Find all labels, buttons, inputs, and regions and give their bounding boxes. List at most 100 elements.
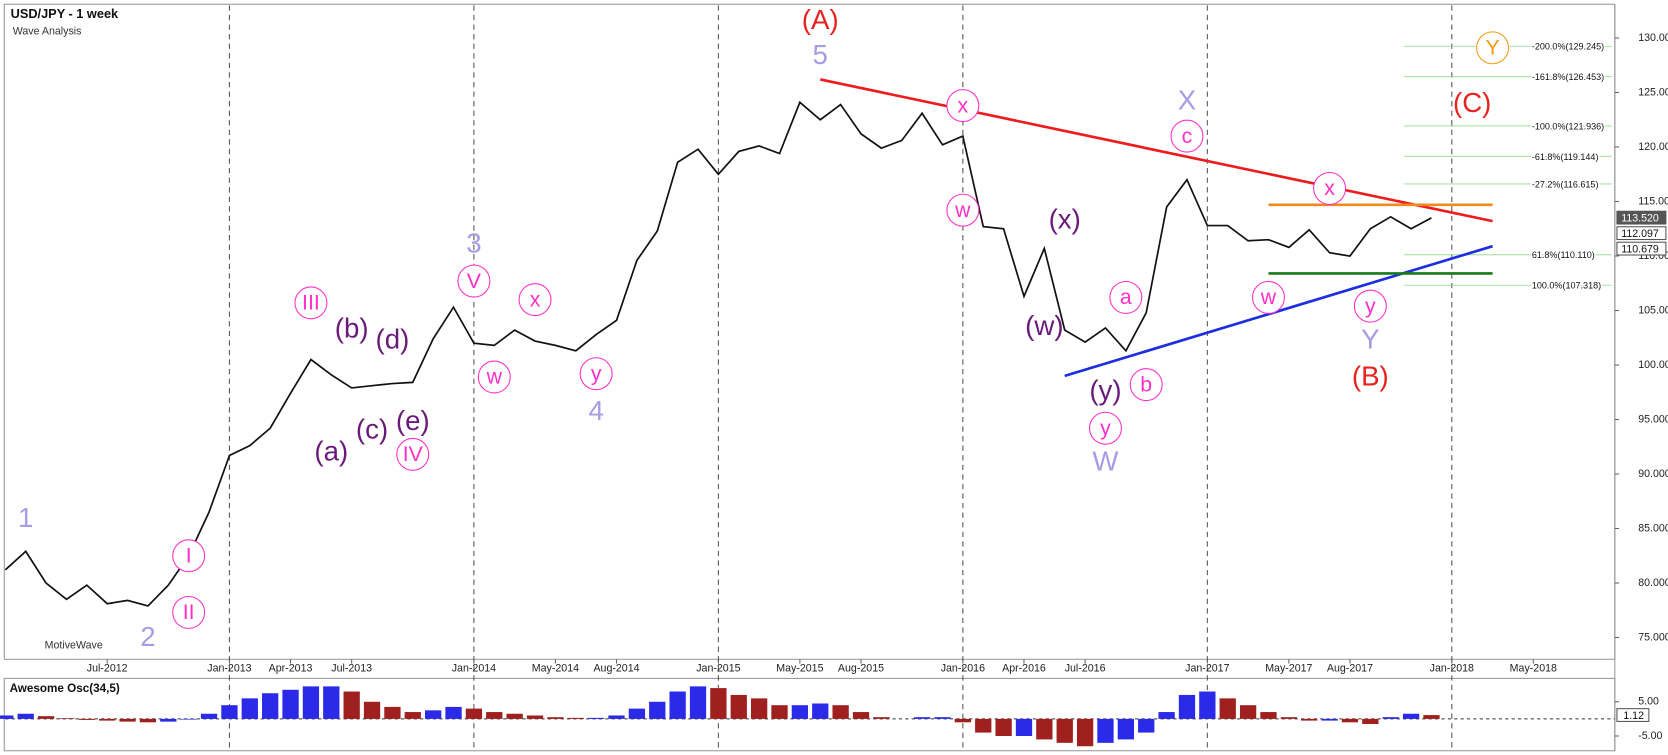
osc-bar: [852, 712, 870, 719]
x-tick-label: Apr-2016: [1002, 663, 1046, 675]
wave-label: 2: [140, 621, 155, 652]
wave-circle: [172, 595, 206, 629]
x-tick-label: Jan-2017: [1185, 663, 1229, 675]
osc-bar: [506, 713, 523, 719]
osc-bar: [934, 717, 951, 719]
wave-label: 5: [813, 39, 828, 70]
osc-bar: [954, 718, 972, 723]
osc-bar: [608, 715, 625, 719]
wave-label: w: [954, 198, 971, 222]
fib-label: -161.8%(126.453): [1532, 72, 1604, 82]
osc-bar: [282, 689, 299, 719]
osc-bar: [1219, 698, 1236, 719]
wave-label: w: [486, 365, 503, 389]
osc-bar: [1036, 718, 1053, 740]
x-tick-label: Jul-2013: [331, 663, 372, 675]
wave-circle: [1129, 368, 1163, 402]
osc-bar: [0, 715, 14, 719]
y-tick-label: 130.000: [1638, 32, 1668, 44]
wave-circle: [1251, 280, 1285, 314]
osc-bar: [750, 698, 768, 719]
osc-bar: [771, 705, 788, 719]
osc-bar: [17, 713, 34, 719]
wave-label: III: [302, 291, 320, 315]
osc-bar: [1301, 718, 1318, 721]
osc-bar: [873, 717, 890, 719]
wave-circle: [396, 437, 430, 471]
wave-label: y: [591, 361, 602, 385]
wave-label: (b): [335, 312, 369, 343]
osc-bar: [710, 688, 727, 719]
osc-bar: [730, 694, 747, 719]
osc-bar: [628, 708, 646, 719]
osc-bar: [486, 712, 503, 719]
wave-label: (A): [802, 4, 839, 35]
wave-label: a: [1120, 285, 1132, 309]
wave-circle: [1170, 119, 1204, 153]
trendline: [819, 78, 1493, 223]
chart-subtitle: Wave Analysis: [13, 26, 82, 38]
y-tick-label: 5.00: [1638, 696, 1659, 708]
wave-circle: [518, 283, 552, 317]
osc-bar: [465, 708, 483, 719]
osc-bar: [99, 718, 116, 721]
price-tag: [1616, 241, 1667, 256]
x-tick-label: Jan-2015: [696, 663, 740, 675]
osc-bar: [119, 718, 136, 722]
osc-bar: [1423, 715, 1440, 719]
osc-bar: [1076, 718, 1094, 747]
y-tick-label: 100.000: [1638, 359, 1668, 371]
osc-bar: [1382, 717, 1399, 719]
x-tick-label: May-2017: [1265, 663, 1312, 675]
osc-bar: [363, 701, 381, 719]
wave-label: IV: [403, 442, 424, 466]
price-tag-label: 112.097: [1621, 228, 1659, 240]
fib-label: -100.0%(121.936): [1532, 121, 1604, 131]
price-tag-label: 113.520: [1621, 213, 1659, 225]
y-tick-label: 75.000: [1638, 631, 1668, 643]
wave-label: (e): [396, 405, 430, 436]
y-tick-label: -5.00: [1638, 730, 1662, 742]
osc-bar: [302, 686, 320, 719]
fib-label: -200.0%(129.245): [1532, 42, 1604, 52]
x-tick-label: Jul-2012: [87, 663, 128, 675]
osc-bar: [1015, 718, 1033, 736]
osc-bar: [1138, 718, 1155, 733]
wave-label: X: [1178, 85, 1196, 116]
price-tag-label: 110.679: [1621, 243, 1659, 255]
osc-bar: [58, 718, 75, 719]
wave-label: Y: [1485, 36, 1499, 60]
osc-bar: [262, 693, 279, 719]
osc-bar: [37, 716, 55, 719]
wave-label: 1: [18, 502, 33, 533]
y-tick-label: 80.000: [1638, 577, 1668, 589]
price-tag: [1616, 226, 1667, 241]
chart-title: USD/JPY - 1 week: [11, 6, 119, 21]
wave-circle: [946, 89, 980, 123]
wave-label: (w): [1025, 310, 1063, 341]
wave-label: (d): [376, 323, 410, 354]
osc-bar: [547, 717, 564, 719]
wave-circle: [172, 539, 206, 573]
watermark: MotiveWave: [45, 639, 103, 651]
osc-bar: [913, 717, 931, 719]
x-tick-label: Jan-2018: [1430, 663, 1474, 675]
wave-label: (y): [1089, 375, 1121, 406]
wave-label: (x): [1049, 203, 1081, 234]
osc-bar: [1117, 718, 1135, 740]
fib-label: -61.8%(119.144): [1532, 152, 1599, 162]
wave-label: (c): [356, 414, 388, 445]
osc-bar: [323, 686, 340, 719]
osc-bar: [567, 717, 584, 719]
wave-circle: [457, 264, 491, 298]
y-tick-label: 110.000: [1638, 250, 1668, 262]
wave-label: 4: [588, 395, 603, 426]
osc-bar: [812, 703, 829, 719]
osc-bar: [1199, 691, 1216, 719]
wave-circle: [294, 286, 328, 320]
osc-bar: [1280, 717, 1297, 719]
wave-label: Y: [1361, 323, 1379, 354]
